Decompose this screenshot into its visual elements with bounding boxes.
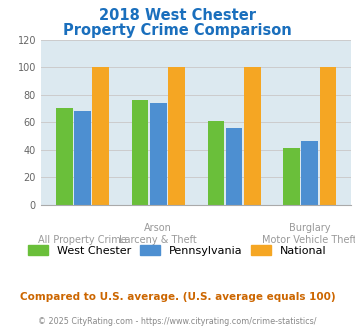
Text: © 2025 CityRating.com - https://www.cityrating.com/crime-statistics/: © 2025 CityRating.com - https://www.city…	[38, 317, 317, 326]
Text: 2018 West Chester: 2018 West Chester	[99, 8, 256, 23]
Text: Compared to U.S. average. (U.S. average equals 100): Compared to U.S. average. (U.S. average …	[20, 292, 335, 302]
Legend: West Chester, Pennsylvania, National: West Chester, Pennsylvania, National	[23, 241, 332, 260]
Bar	[168, 67, 185, 205]
Text: Arson: Arson	[144, 223, 172, 233]
Bar	[320, 67, 336, 205]
Bar	[150, 103, 166, 205]
Bar	[301, 141, 318, 205]
Bar	[244, 67, 261, 205]
Bar	[283, 148, 300, 205]
Bar	[56, 108, 73, 205]
Bar	[208, 121, 224, 205]
Bar	[132, 100, 148, 205]
Text: Larceny & Theft: Larceny & Theft	[119, 235, 197, 245]
Text: Property Crime Comparison: Property Crime Comparison	[63, 23, 292, 38]
Text: Motor Vehicle Theft: Motor Vehicle Theft	[262, 235, 355, 245]
Bar	[226, 128, 242, 205]
Text: Burglary: Burglary	[289, 223, 331, 233]
Bar	[92, 67, 109, 205]
Text: All Property Crime: All Property Crime	[38, 235, 127, 245]
Bar	[74, 111, 91, 205]
